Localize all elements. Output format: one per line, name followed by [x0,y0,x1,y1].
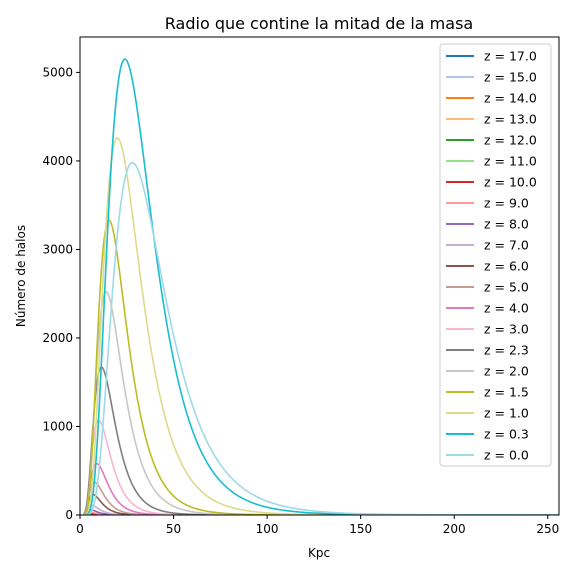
legend-label: z = 5.0 [484,280,529,295]
y-tick-label: 4000 [42,154,73,168]
legend-label: z = 4.0 [484,301,529,316]
legend-label: z = 8.0 [484,217,529,232]
y-tick-label: 5000 [42,65,73,79]
x-tick-label: 50 [166,522,181,536]
series-line [83,58,559,515]
legend-label: z = 7.0 [484,238,529,253]
legend-label: z = 2.0 [484,364,529,379]
legend-label: z = 11.0 [484,154,537,169]
x-tick-label: 100 [256,522,279,536]
legend-label: z = 14.0 [484,91,537,106]
series-line [83,366,559,515]
x-tick-label: 150 [349,522,372,536]
y-tick-label: 3000 [42,242,73,256]
legend-label: z = 9.0 [484,196,529,211]
legend: z = 17.0 z = 15.0 z = 14.0 z = 13.0 z = 12.0… [439,43,552,467]
legend-label: z = 0.3 [484,427,529,442]
legend-label: z = 12.0 [484,133,537,148]
legend-label: z = 13.0 [484,112,537,127]
y-tick-label: 1000 [42,419,73,433]
legend-label: z = 3.0 [484,322,529,337]
legend-label: z = 0.0 [484,448,529,463]
x-axis-label: Kpc [308,546,330,560]
axis-ticks: 0 50 100 150 200 250 0 1000 2000 3000 4000 5000 [42,65,559,536]
x-tick-label: 200 [443,522,466,536]
legend-label: z = 1.5 [484,385,529,400]
y-axis-label: Número de halos [14,225,28,327]
x-tick-label: 0 [76,522,84,536]
series-line [83,137,559,515]
legend-label: z = 1.0 [484,406,529,421]
legend-label: z = 2.3 [484,343,529,358]
plot-frame [79,36,560,516]
legend-box [439,43,552,467]
x-tick-label: 250 [536,522,559,536]
y-tick-label: 0 [65,508,73,522]
y-tick-label: 2000 [42,331,73,345]
legend-label: z = 17.0 [484,49,537,64]
legend-label: z = 10.0 [484,175,537,190]
legend-label: z = 6.0 [484,259,529,274]
chart-title: Radio que contine la mitad de la masa [165,14,473,33]
legend-label: z = 15.0 [484,70,537,85]
